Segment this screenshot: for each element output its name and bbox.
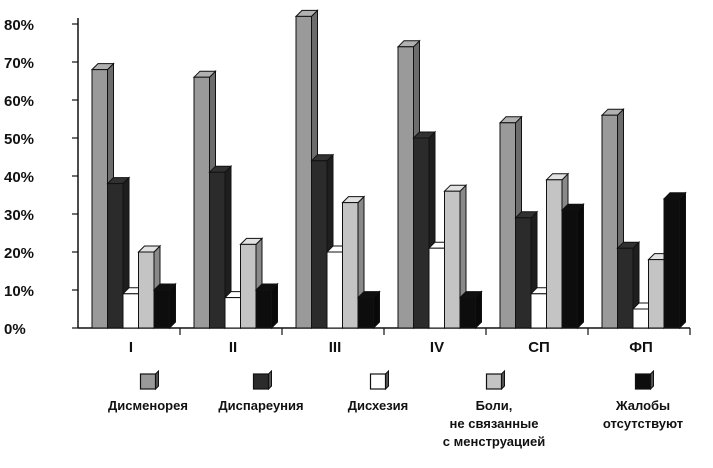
bar-front [209,171,226,329]
legend-label: отсутствуют [603,416,683,431]
bar-front [530,293,547,329]
y-tick-label: 10% [4,283,34,300]
bar-5-СП [560,202,585,330]
bar-front [428,247,445,329]
x-tick-label: ФП [629,339,653,356]
x-tick-label: СП [528,339,550,356]
x-tick-label: II [229,339,237,356]
bar-front [193,76,210,329]
bar-side [679,191,686,330]
bar-front [224,297,241,329]
bar-front [138,251,155,329]
legend-label: с менструацией [443,434,545,449]
bar-front [601,114,618,329]
bar-5-IV [458,290,483,330]
legend-label: не связанные [450,416,539,431]
bar-front [357,297,374,329]
bar-5-I [152,282,177,330]
chart-legend: Дисменорея Диспареуния Дисхезия Боли, не свя… [108,369,683,449]
bar-front [153,289,170,329]
bar-4-IV [443,183,468,330]
y-tick-label: 40% [4,169,34,186]
y-tick-label: 60% [4,93,34,110]
legend-item-1: Дисменорея [108,369,188,413]
legend-label: Диспареуния [218,398,303,413]
bar-front [632,308,649,329]
bar-front [546,179,563,329]
bar-front [397,46,414,329]
chart-bars [90,9,687,330]
x-tick-label: IV [430,339,444,356]
bar-5-II [254,282,279,330]
bar-front [499,122,516,329]
bar-front [663,198,680,329]
bar-front [413,137,430,329]
bar-front [459,297,476,329]
legend-item-2: Диспареуния [218,369,304,413]
bar-front [122,293,139,329]
bar-front [326,251,343,329]
bar-front [240,243,257,329]
y-tick-label: 80% [4,17,34,34]
x-tick-label: I [129,339,133,356]
bar-side [169,282,176,330]
bar-2-II [208,164,233,330]
bar-front [561,209,578,329]
bar-side [271,282,278,330]
bar-front [91,69,108,329]
bar-5-ФП [662,191,687,330]
legend-item-4: Боли, не связанные с менструацией [443,369,545,449]
legend-swatch [634,373,652,390]
bar-front [311,160,328,329]
legend-swatch [369,373,387,390]
bar-front [295,15,312,329]
y-tick-label: 30% [4,207,34,224]
y-tick-label: 70% [4,55,34,72]
chart-axes: 0%10%20%30%40%50%60%70%80%I II III IV СП ФП [4,17,691,356]
bar-front [255,289,272,329]
bar-front [648,259,665,329]
bar-front [444,190,461,329]
bar-5-III [356,290,381,330]
y-tick-label: 50% [4,131,34,148]
legend-label: Дисхезия [348,398,409,413]
legend-item-3: Дисхезия [348,369,409,413]
bar-side [577,202,584,330]
bar-front [107,183,124,329]
x-tick-label: III [329,339,342,356]
legend-label: Боли, [476,398,513,413]
y-tick-label: 0% [4,321,26,338]
bar-front [515,217,532,329]
legend-label: Дисменорея [108,398,188,413]
legend-swatch [485,373,503,390]
bar-front [342,202,359,329]
legend-swatch [252,373,270,390]
y-tick-label: 20% [4,245,34,262]
legend-swatch [139,373,157,390]
bar-front [617,247,634,329]
legend-label: Жалобы [615,398,670,413]
legend-item-5: Жалобы отсутствуют [603,369,683,431]
